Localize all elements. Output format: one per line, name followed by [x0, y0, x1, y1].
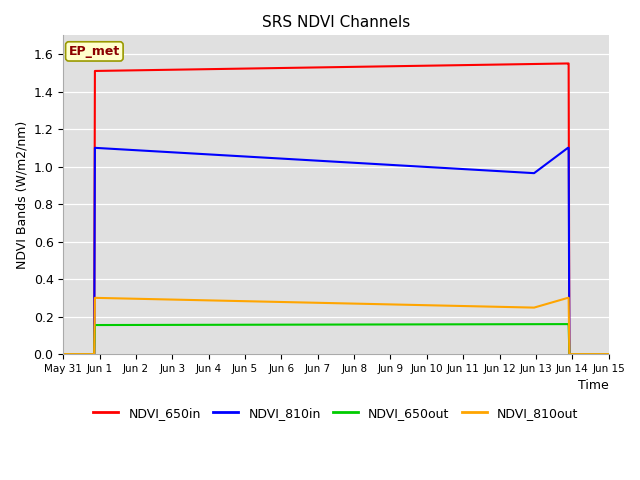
Legend: NDVI_650in, NDVI_810in, NDVI_650out, NDVI_810out: NDVI_650in, NDVI_810in, NDVI_650out, NDV… — [88, 402, 584, 425]
NDVI_810out — [60, 351, 67, 357]
NDVI_810out — [605, 351, 612, 357]
Text: EP_met: EP_met — [68, 45, 120, 58]
NDVI_810in — [566, 351, 573, 357]
NDVI_810in — [605, 351, 612, 357]
NDVI_810out — [91, 295, 99, 301]
X-axis label: Time: Time — [578, 379, 609, 392]
NDVI_650in — [564, 60, 572, 66]
NDVI_810in — [564, 145, 572, 151]
NDVI_650out — [564, 321, 572, 327]
NDVI_650out — [605, 351, 612, 357]
NDVI_810in — [564, 145, 572, 151]
NDVI_810in — [60, 351, 67, 357]
NDVI_650out — [91, 322, 99, 328]
NDVI_650in — [90, 351, 98, 357]
NDVI_810out — [564, 295, 572, 301]
Y-axis label: NDVI Bands (W/m2/nm): NDVI Bands (W/m2/nm) — [15, 120, 28, 269]
NDVI_810in — [90, 351, 98, 357]
Line: NDVI_650out: NDVI_650out — [63, 324, 609, 354]
NDVI_810out — [531, 305, 538, 311]
NDVI_810out — [564, 295, 572, 301]
NDVI_810out — [566, 351, 573, 357]
NDVI_650in — [566, 351, 573, 357]
NDVI_650out — [564, 321, 572, 327]
Line: NDVI_810in: NDVI_810in — [63, 148, 609, 354]
NDVI_810in — [91, 145, 99, 151]
NDVI_650out — [566, 351, 573, 357]
NDVI_650out — [90, 351, 98, 357]
Line: NDVI_650in: NDVI_650in — [63, 63, 609, 354]
NDVI_650in — [564, 60, 572, 66]
NDVI_810out — [90, 351, 98, 357]
NDVI_650in — [91, 68, 99, 74]
Line: NDVI_810out: NDVI_810out — [63, 298, 609, 354]
NDVI_810in — [531, 170, 538, 176]
NDVI_650in — [60, 351, 67, 357]
NDVI_650in — [605, 351, 612, 357]
NDVI_650out — [60, 351, 67, 357]
Title: SRS NDVI Channels: SRS NDVI Channels — [262, 15, 410, 30]
